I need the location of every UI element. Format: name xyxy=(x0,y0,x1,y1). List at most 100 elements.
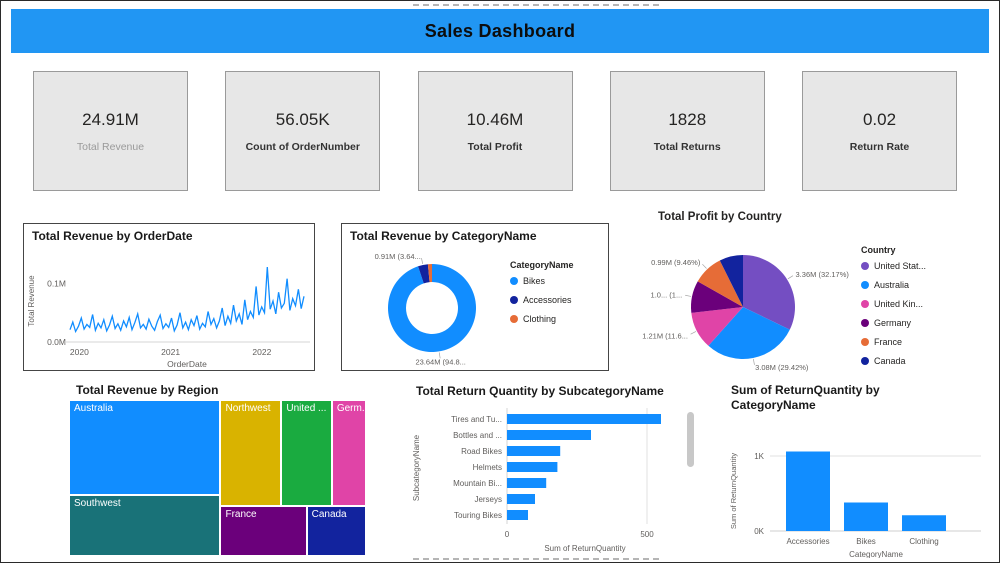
bar-jerseys[interactable] xyxy=(507,494,535,504)
page-title: Sales Dashboard xyxy=(424,20,576,41)
slice-data-label: 0.91M (3.64... xyxy=(375,252,421,261)
legend-swatch-australia[interactable] xyxy=(861,281,869,289)
treemap-label: Canada xyxy=(311,509,347,521)
slice-clothing[interactable] xyxy=(427,264,432,283)
legend-swatch-canada[interactable] xyxy=(861,357,869,365)
kpi-card-return-rate[interactable]: 0.02 Return Rate xyxy=(802,71,957,191)
bar-mountain-bi[interactable] xyxy=(507,478,547,488)
treemap-block-canada[interactable]: Canada xyxy=(306,506,366,556)
chart-panel-returns-by-subcategory: Total Return Quantity by SubcategoryName… xyxy=(411,384,703,558)
bar-touring-bikes[interactable] xyxy=(507,510,528,520)
bar-bottles-and[interactable] xyxy=(507,430,591,440)
legend-title: CategoryName xyxy=(510,260,574,270)
legend-swatch-united-stat[interactable] xyxy=(861,262,869,270)
legend-label-clothing[interactable]: Clothing xyxy=(523,314,556,324)
pie-chart-profit-by-country[interactable]: 3.36M (32.17%) 3.08M (29.42%) 1.21M (11.6.… xyxy=(631,231,993,373)
slice-data-label: 0.99M (9.46%) xyxy=(651,258,701,267)
svg-text:2022: 2022 xyxy=(252,347,271,357)
svg-text:0.1M: 0.1M xyxy=(47,278,66,288)
svg-text:0.0M: 0.0M xyxy=(47,337,66,347)
treemap-label: Australia xyxy=(74,403,113,414)
legend-label-germany[interactable]: Germany xyxy=(874,318,912,328)
svg-text:1K: 1K xyxy=(754,452,764,461)
chart-title-revenue-by-orderdate: Total Revenue by OrderDate xyxy=(32,229,193,243)
slice-data-label: 1.0... (1... xyxy=(651,291,683,300)
bar-bikes[interactable] xyxy=(844,502,888,532)
svg-text:2021: 2021 xyxy=(161,347,180,357)
legend-swatch-accessories[interactable] xyxy=(510,296,518,304)
treemap-revenue-by-region[interactable]: Australia Southwest Northwest United ... Ger… xyxy=(69,400,366,556)
legend-label-bikes[interactable]: Bikes xyxy=(523,276,546,286)
kpi-label: Count of OrderNumber xyxy=(245,140,360,153)
legend-swatch-bikes[interactable] xyxy=(510,277,518,285)
kpi-row: 24.91M Total Revenue 56.05K Count of OrderN… xyxy=(33,71,957,191)
slice-australia[interactable] xyxy=(708,307,790,359)
slice-data-label: 23.64M (94.8... xyxy=(415,357,465,366)
slice-united-stat[interactable] xyxy=(743,255,795,330)
slice-data-label: 3.36M (32.17%) xyxy=(796,270,850,279)
legend-label-accessories[interactable]: Accessories xyxy=(523,295,572,305)
axis-category-label: Mountain Bi... xyxy=(453,479,502,488)
bar-chart-returns-by-category[interactable]: 0K 1K Accessories Bikes Clothing CategoryName… xyxy=(726,413,993,558)
legend-label-australia[interactable]: Australia xyxy=(874,280,909,290)
kpi-label: Total Revenue xyxy=(76,140,145,153)
bar-helmets[interactable] xyxy=(507,462,558,472)
kpi-value: 0.02 xyxy=(862,109,897,129)
kpi-label: Return Rate xyxy=(849,140,910,153)
slice-united-kin[interactable] xyxy=(691,307,743,346)
axis-category-label: Helmets xyxy=(473,463,502,472)
svg-text:2020: 2020 xyxy=(70,347,89,357)
slice-accessories[interactable] xyxy=(418,264,430,284)
line-chart-revenue-by-orderdate[interactable]: 0.0M 0.1M 2020 2021 2022 OrderDate Total Reven… xyxy=(24,246,316,370)
kpi-card-total-revenue[interactable]: 24.91M Total Revenue xyxy=(33,71,188,191)
legend-swatch-germany[interactable] xyxy=(861,319,869,327)
axis-category-label: Tires and Tu... xyxy=(451,415,502,424)
legend-label-france[interactable]: France xyxy=(874,337,902,347)
donut-chart-revenue-by-category[interactable]: 23.64M (94.8... 0.91M (3.64... CategoryNam… xyxy=(342,246,610,370)
canvas-guide-top xyxy=(413,4,659,6)
slice-bikes[interactable] xyxy=(388,264,476,352)
treemap-block-southwest[interactable]: Southwest xyxy=(69,495,221,556)
chart-panel-returns-by-category: Sum of ReturnQuantity by CategoryName 0K… xyxy=(726,383,993,558)
kpi-card-count-of-ordernumber[interactable]: 56.05K Count of OrderNumber xyxy=(225,71,381,191)
svg-text:0K: 0K xyxy=(754,527,764,536)
axis-category-label: Touring Bikes xyxy=(454,511,502,520)
chart-title-revenue-by-category: Total Revenue by CategoryName xyxy=(350,229,537,243)
treemap-label: Germ... xyxy=(336,403,366,414)
bar-accessories[interactable] xyxy=(786,451,830,532)
chart-title-revenue-by-region: Total Revenue by Region xyxy=(76,383,219,397)
revenue-line-series[interactable] xyxy=(69,266,305,334)
slice-france[interactable] xyxy=(697,260,743,307)
legend-label-united-kin[interactable]: United Kin... xyxy=(874,299,923,309)
kpi-card-total-profit[interactable]: 10.46M Total Profit xyxy=(417,71,573,191)
slice-germany[interactable] xyxy=(691,281,743,313)
bar-chart-returns-by-subcategory[interactable]: Tires and Tu... Bottles and ... Road Bikes… xyxy=(411,400,703,558)
axis-category-label: Accessories xyxy=(786,537,829,546)
svg-text:SubcategoryName: SubcategoryName xyxy=(412,434,421,501)
axis-category-label: Clothing xyxy=(909,537,938,546)
treemap-block-france[interactable]: France xyxy=(220,506,307,556)
treemap-block-australia[interactable]: Australia xyxy=(69,400,221,496)
kpi-value: 10.46M xyxy=(466,109,524,129)
kpi-value: 24.91M xyxy=(82,109,139,129)
bar-tires-and-tu[interactable] xyxy=(507,414,661,424)
kpi-label: Total Profit xyxy=(467,140,523,153)
kpi-card-total-returns[interactable]: 1828 Total Returns xyxy=(609,71,765,191)
legend-swatch-france[interactable] xyxy=(861,338,869,346)
dashboard-header: Sales Dashboard xyxy=(11,9,989,53)
scrollbar-thumb[interactable] xyxy=(687,412,694,467)
bar-clothing[interactable] xyxy=(902,515,946,531)
treemap-block-northwest[interactable]: Northwest xyxy=(220,400,282,507)
slice-canada[interactable] xyxy=(719,255,743,307)
treemap-block-united[interactable]: United ... xyxy=(281,400,332,507)
treemap-label: Northwest xyxy=(225,403,271,414)
treemap-block-germ[interactable]: Germ... xyxy=(331,400,366,507)
treemap-label: United ... xyxy=(286,403,327,414)
legend-label-canada[interactable]: Canada xyxy=(874,356,906,366)
legend-label-united-stat[interactable]: United Stat... xyxy=(874,261,926,271)
treemap-label: Southwest xyxy=(74,498,121,510)
legend-swatch-clothing[interactable] xyxy=(510,315,518,323)
legend-swatch-united-kin[interactable] xyxy=(861,300,869,308)
chart-panel-revenue-by-region: Total Revenue by Region Australia Southwe… xyxy=(69,383,366,556)
bar-road-bikes[interactable] xyxy=(507,446,561,456)
